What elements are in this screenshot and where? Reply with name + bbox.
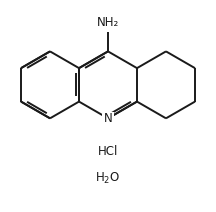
Text: HCl: HCl — [98, 145, 118, 158]
Text: N: N — [104, 112, 112, 125]
Text: H$_2$O: H$_2$O — [95, 171, 121, 186]
Bar — [102, 112, 114, 124]
Text: NH₂: NH₂ — [97, 16, 119, 29]
